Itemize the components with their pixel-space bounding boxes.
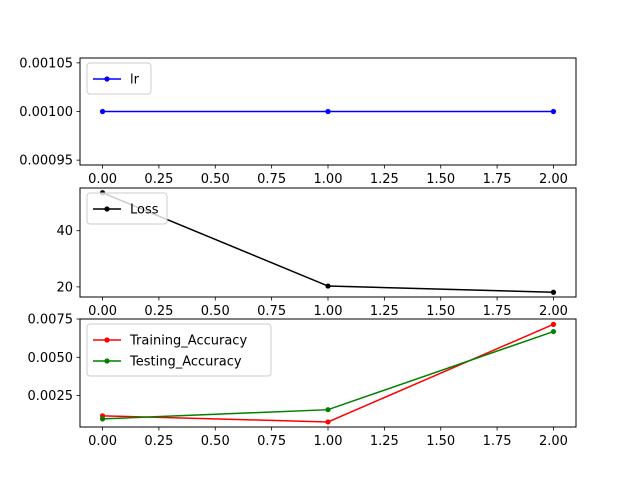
y-tick-label-0-1: 0.00100 bbox=[19, 105, 73, 120]
x-tick-label-0-7: 1.75 bbox=[483, 172, 512, 187]
x-tick-label-0-6: 1.50 bbox=[426, 172, 455, 187]
subplot-2: 0.00 0.25 0.50 0.75 1.00 1.25 1.50 1.75 2.00 0.00… bbox=[28, 313, 577, 449]
x-tick-label-1-5: 1.25 bbox=[370, 304, 399, 319]
x-tick-label-0-2: 0.50 bbox=[201, 172, 230, 187]
legend-label-2-1: Testing_Accuracy bbox=[129, 355, 242, 370]
subplot-0: 0.00 0.25 0.50 0.75 1.00 1.25 1.50 1.75 2.00 0.00… bbox=[19, 56, 577, 187]
x-tick-label-0-5: 1.25 bbox=[370, 172, 399, 187]
data-point-2-1-2 bbox=[550, 328, 557, 335]
x-tick-label-1-4: 1.00 bbox=[314, 304, 343, 319]
data-point-2-0-1 bbox=[325, 419, 331, 425]
data-point-2-0-2 bbox=[550, 321, 557, 327]
y-tick-label-2-2: 0.0075 bbox=[28, 313, 74, 328]
y-tick-label-0-2: 0.00105 bbox=[19, 56, 73, 71]
legend-box-2 bbox=[86, 323, 272, 377]
x-tick-label-2-7: 1.75 bbox=[483, 434, 512, 449]
legend-marker-2-0 bbox=[104, 337, 110, 343]
data-point-0-0-1 bbox=[325, 108, 331, 115]
x-tick-label-0-3: 0.75 bbox=[257, 172, 286, 187]
subplot-1: 0.00 0.25 0.50 0.75 1.00 1.25 1.50 1.75 2.00 20 40… bbox=[56, 187, 577, 319]
x-tick-label-0-4: 1.00 bbox=[314, 172, 343, 187]
x-tick-label-2-5: 1.25 bbox=[370, 434, 399, 449]
x-tick-label-0-1: 0.25 bbox=[144, 172, 173, 187]
x-tick-label-1-8: 2.00 bbox=[539, 304, 568, 319]
data-point-0-0-2 bbox=[550, 108, 557, 115]
legend-box-1 bbox=[86, 192, 168, 225]
y-tick-label-0-0: 0.00095 bbox=[19, 154, 73, 169]
data-point-2-1-0 bbox=[99, 416, 106, 422]
data-point-2-1-1 bbox=[325, 407, 331, 413]
x-tick-label-2-8: 2.00 bbox=[539, 434, 568, 449]
x-tick-label-1-7: 1.75 bbox=[483, 304, 512, 319]
y-tick-label-1-0: 20 bbox=[56, 280, 73, 295]
data-point-0-0-0 bbox=[99, 108, 106, 115]
x-tick-label-2-4: 1.00 bbox=[314, 434, 343, 449]
x-tick-label-2-0: 0.00 bbox=[88, 434, 117, 449]
data-point-1-0-1 bbox=[325, 283, 331, 289]
legend-label-1-0: Loss bbox=[130, 203, 159, 218]
legend-label-2-0: Training_Accuracy bbox=[129, 334, 247, 349]
x-tick-label-1-0: 0.00 bbox=[88, 304, 117, 319]
legend-label-0-0: lr bbox=[130, 73, 140, 88]
legend-marker-0-0 bbox=[104, 76, 110, 82]
data-point-1-0-2 bbox=[550, 289, 557, 295]
x-tick-label-2-3: 0.75 bbox=[257, 434, 286, 449]
y-tick-label-1-1: 40 bbox=[56, 224, 73, 239]
x-tick-label-1-2: 0.50 bbox=[201, 304, 230, 319]
y-tick-label-2-1: 0.0050 bbox=[28, 351, 74, 366]
x-tick-label-1-6: 1.50 bbox=[426, 304, 455, 319]
x-tick-label-1-1: 0.25 bbox=[144, 304, 173, 319]
x-tick-label-0-8: 2.00 bbox=[539, 172, 568, 187]
x-tick-label-2-1: 0.25 bbox=[144, 434, 173, 449]
x-tick-label-2-6: 1.50 bbox=[426, 434, 455, 449]
legend-marker-2-1 bbox=[104, 358, 110, 364]
x-tick-label-2-2: 0.50 bbox=[201, 434, 230, 449]
x-tick-label-1-3: 0.75 bbox=[257, 304, 286, 319]
x-tick-label-0-0: 0.00 bbox=[88, 172, 117, 187]
legend-marker-1-0 bbox=[104, 206, 110, 212]
y-tick-label-2-0: 0.0025 bbox=[28, 389, 74, 404]
